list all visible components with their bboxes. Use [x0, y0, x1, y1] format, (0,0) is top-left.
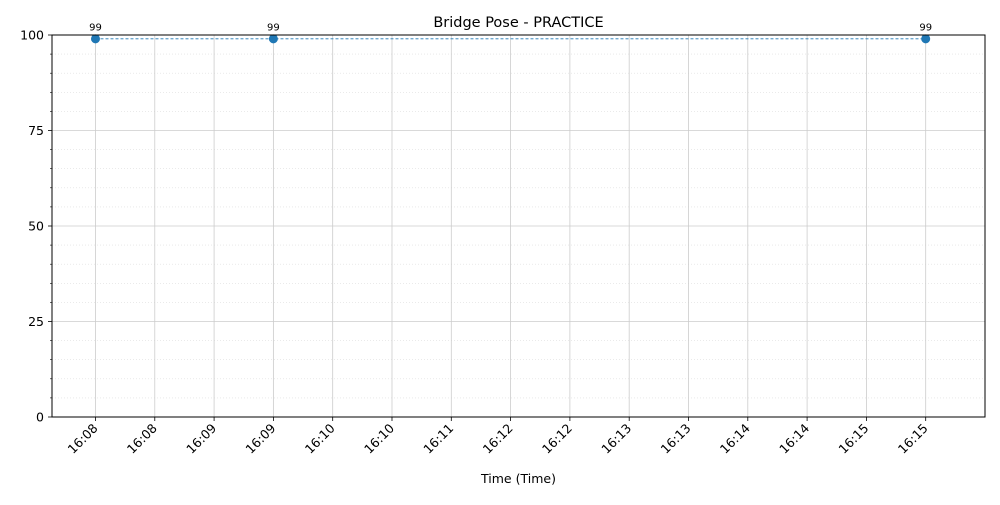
data-label: 99: [919, 22, 932, 33]
x-tick-label: 16:10: [302, 420, 338, 456]
x-tick-label: 16:10: [361, 420, 397, 456]
x-axis-label: Time (Time): [480, 471, 556, 486]
x-tick-label: 16:08: [124, 420, 160, 456]
data-point: [921, 34, 931, 44]
x-tick-label: 16:15: [895, 421, 931, 457]
x-tick-label: 16:12: [480, 421, 516, 457]
x-tick-label: 16:14: [717, 420, 753, 456]
x-tick-label: 16:15: [835, 421, 871, 457]
y-tick-label: 100: [20, 28, 44, 43]
x-tick-label: 16:12: [539, 421, 575, 457]
grid-layer: [52, 34, 985, 418]
x-tick-label: 16:14: [776, 420, 812, 456]
y-tick-label: 0: [36, 410, 44, 425]
data-point: [268, 34, 278, 44]
data-label: 99: [89, 22, 102, 33]
x-tick-label: 16:09: [242, 420, 278, 456]
y-tick-label: 50: [28, 219, 44, 234]
data-label: 99: [267, 22, 280, 33]
axis-layer: 0 25 50 75 100 16:08 16:08 16:09 16:09 16:10 16:10…: [20, 28, 931, 457]
data-point: [90, 34, 100, 44]
x-tick-label: 16:13: [598, 421, 634, 457]
chart-title: Bridge Pose - PRACTICE: [433, 15, 603, 31]
data-layer: 99 99 99: [89, 22, 932, 44]
y-tick-label: 25: [28, 314, 44, 329]
y-tick-label: 75: [28, 123, 44, 138]
x-tick-label: 16:13: [658, 421, 694, 457]
x-tick-label: 16:08: [65, 420, 101, 456]
x-tick-label: 16:09: [183, 420, 219, 456]
x-tick-label: 16:11: [420, 421, 456, 457]
